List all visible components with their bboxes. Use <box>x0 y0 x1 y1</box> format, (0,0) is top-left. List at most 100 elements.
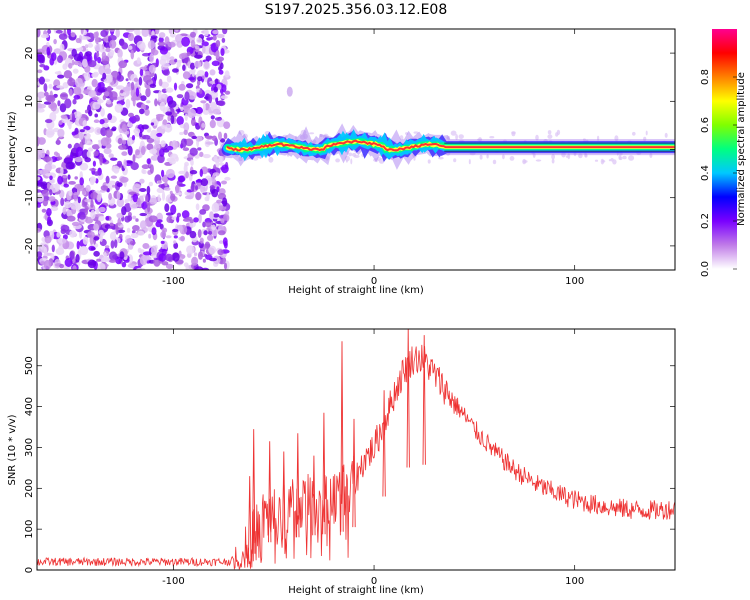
noise-blob <box>74 176 78 180</box>
noise-blob <box>450 130 457 136</box>
noise-blob <box>62 82 69 89</box>
noise-blob <box>170 153 178 160</box>
noise-blob <box>79 129 85 133</box>
y-tick-label: 0 <box>24 146 35 152</box>
noise-blob <box>56 85 64 89</box>
noise-blob <box>223 214 229 221</box>
colorbar-gradient <box>712 29 737 269</box>
noise-blob <box>325 156 330 161</box>
noise-blob <box>37 182 46 187</box>
noise-blob <box>148 64 156 74</box>
noise-blob <box>108 192 112 201</box>
noise-blob <box>135 218 139 222</box>
noise-blob <box>57 100 61 107</box>
noise-blob <box>164 253 174 262</box>
noise-blob <box>556 129 561 136</box>
noise-blob <box>84 109 89 114</box>
noise-blob <box>122 139 127 145</box>
noise-blob <box>175 184 180 194</box>
noise-blob <box>111 126 117 131</box>
noise-blob <box>109 39 117 49</box>
noise-blob <box>78 221 85 225</box>
noise-blob <box>87 147 94 152</box>
noise-blob <box>203 230 208 236</box>
noise-blob <box>126 227 131 233</box>
noise-blob <box>180 138 187 148</box>
noise-blob <box>46 182 51 189</box>
noise-blob <box>238 130 245 135</box>
noise-blob <box>189 219 194 224</box>
noise-blob <box>143 75 152 83</box>
noise-blob <box>217 249 224 256</box>
noise-blob <box>170 115 175 125</box>
noise-blob <box>221 180 227 185</box>
noise-blob <box>38 76 46 85</box>
colorbar-tick-label: 0.2 <box>700 213 711 229</box>
noise-blob <box>486 154 489 159</box>
noise-blob <box>173 240 177 244</box>
noise-blob <box>69 251 75 260</box>
noise-blob <box>116 160 123 167</box>
noise-blob <box>58 33 68 40</box>
noise-blob <box>82 120 87 127</box>
noise-blob <box>99 233 103 242</box>
noise-blob <box>80 29 84 35</box>
noise-blob <box>178 83 186 91</box>
noise-blob <box>608 159 612 162</box>
noise-blob <box>190 159 194 166</box>
noise-blob <box>84 198 93 203</box>
noise-blob <box>67 143 72 149</box>
noise-blob <box>141 29 149 37</box>
noise-blob <box>124 199 129 204</box>
noise-blob <box>105 175 110 184</box>
noise-blob <box>502 154 505 160</box>
noise-blob <box>146 143 154 151</box>
snr-spike <box>406 329 410 468</box>
spectrogram-x-label: Height of straight line (km) <box>288 285 424 296</box>
noise-blob <box>84 207 89 216</box>
noise-blob <box>166 75 172 83</box>
colorbar-tick-label: 0.6 <box>700 117 711 133</box>
noise-blob <box>165 168 175 179</box>
noise-blob <box>161 248 167 256</box>
noise-blob <box>123 159 127 169</box>
noise-blob <box>622 155 627 160</box>
noise-blob <box>90 199 94 208</box>
noise-blob <box>619 156 623 161</box>
noise-blob <box>208 245 217 255</box>
noise-blob <box>211 202 220 213</box>
noise-blob <box>188 77 196 81</box>
noise-blob <box>300 129 307 136</box>
noise-blob <box>140 145 146 156</box>
noise-blob <box>108 34 117 41</box>
noise-blob <box>511 131 516 137</box>
noise-blob <box>197 79 201 86</box>
noise-blob <box>41 208 47 213</box>
noise-blob <box>143 255 152 261</box>
noise-blob <box>348 152 353 157</box>
noise-blob <box>182 71 191 80</box>
snr-spike <box>322 412 326 535</box>
noise-blob <box>105 216 110 221</box>
noise-blob <box>109 259 117 263</box>
noise-blob <box>199 89 203 95</box>
noise-blob <box>202 154 211 159</box>
noise-blob <box>98 206 106 213</box>
noise-blob <box>127 145 133 156</box>
noise-blob <box>160 81 169 89</box>
noise-blob <box>135 149 140 156</box>
noise-blob <box>93 250 100 257</box>
noise-blob <box>69 154 74 161</box>
noise-blob <box>68 62 73 69</box>
noise-blob <box>132 96 136 107</box>
noise-blob <box>220 95 228 100</box>
noise-blob <box>218 155 224 163</box>
noise-blob <box>173 82 178 91</box>
noise-blob <box>47 29 52 34</box>
noise-blob <box>179 131 184 136</box>
noise-blob <box>181 36 191 47</box>
noise-blob <box>44 163 52 173</box>
noise-blob <box>100 30 108 37</box>
noise-blob <box>205 254 213 260</box>
signal-layer <box>226 139 675 152</box>
